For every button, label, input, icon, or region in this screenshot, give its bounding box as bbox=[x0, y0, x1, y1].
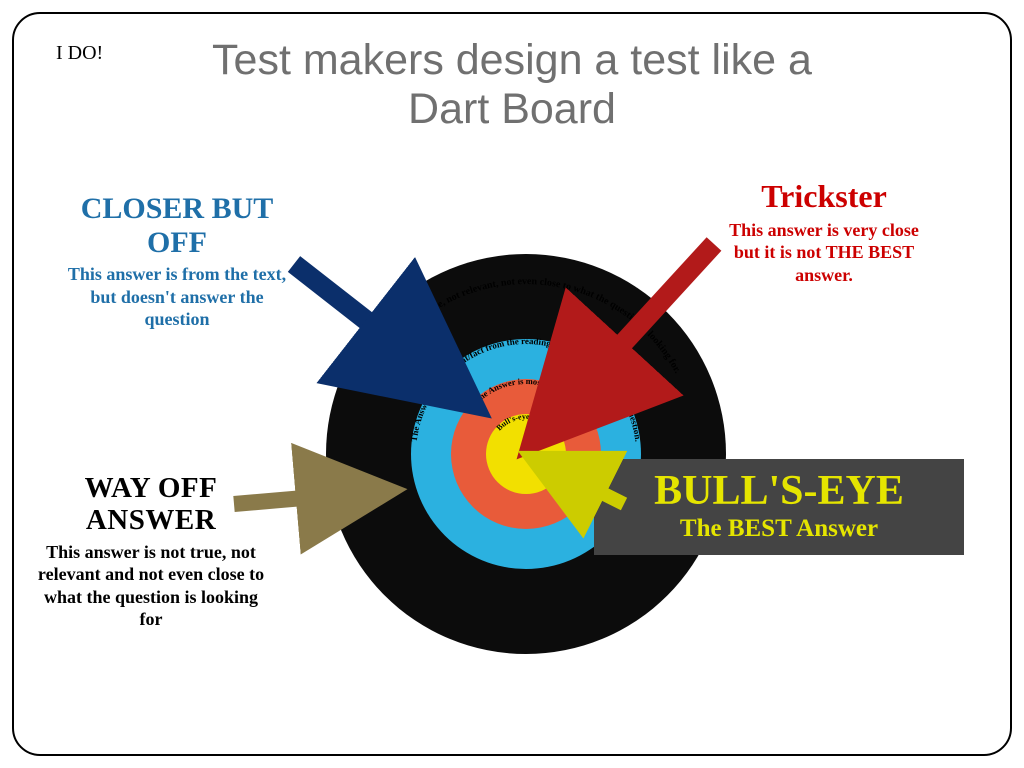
callout-trickster: Trickster This answer is very close but … bbox=[714, 179, 934, 286]
callout-closer-heading: CLOSER BUT OFF bbox=[62, 192, 292, 259]
slide-title: Test makers design a test like aDart Boa… bbox=[14, 36, 1010, 135]
callout-trickster-heading: Trickster bbox=[714, 179, 934, 215]
callout-trickster-body: This answer is very close but it is not … bbox=[714, 219, 934, 287]
callout-wayoff-heading: WAY OFF ANSWER bbox=[36, 472, 266, 537]
ring-yellow bbox=[486, 414, 566, 494]
callout-wayoff: WAY OFF ANSWER This answer is not true, … bbox=[36, 472, 266, 631]
callout-closer-body: This answer is from the text, but doesn'… bbox=[62, 263, 292, 331]
slide-frame: I DO! Test makers design a test like aDa… bbox=[12, 12, 1012, 756]
callout-closer: CLOSER BUT OFF This answer is from the t… bbox=[62, 192, 292, 331]
callout-bullseye: BULL'S-EYE The BEST Answer bbox=[594, 459, 964, 555]
dartboard bbox=[326, 254, 726, 654]
callout-bullseye-heading: BULL'S-EYE bbox=[612, 469, 946, 513]
callout-bullseye-body: The BEST Answer bbox=[612, 515, 946, 543]
callout-wayoff-body: This answer is not true, not relevant an… bbox=[36, 541, 266, 631]
